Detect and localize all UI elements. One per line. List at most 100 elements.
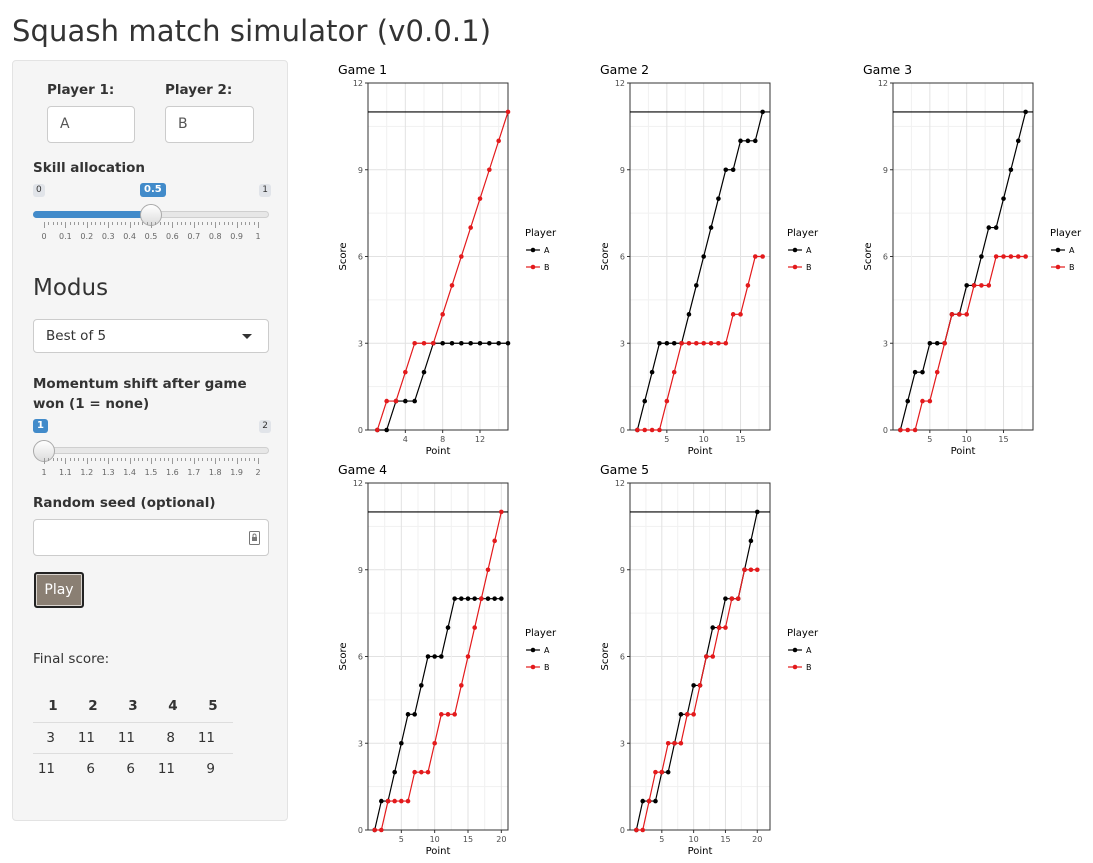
data-point-B xyxy=(986,283,992,288)
data-point-A xyxy=(752,138,758,144)
data-point-B xyxy=(934,369,940,375)
slider-tick xyxy=(253,222,255,225)
slider-tick xyxy=(82,222,84,225)
data-point-A xyxy=(496,340,501,346)
data-point-B xyxy=(459,254,464,259)
slider-tick xyxy=(245,458,247,461)
data-point-A xyxy=(440,340,445,346)
slider-tick-label: 0.6 xyxy=(166,232,179,241)
score-cell: 3 xyxy=(46,729,55,746)
slider-tick xyxy=(133,458,135,461)
slider-tick xyxy=(180,458,182,461)
data-point-B xyxy=(432,740,437,746)
data-point-B xyxy=(752,254,758,259)
slider-tick xyxy=(232,458,234,461)
data-point-A xyxy=(1001,196,1006,201)
data-point-A xyxy=(449,340,455,346)
slider-tick xyxy=(125,222,127,225)
slider-tick-label: 1 xyxy=(41,468,47,477)
slider-tick xyxy=(240,222,242,225)
slider-tick xyxy=(223,222,225,225)
data-point-A xyxy=(492,596,497,601)
data-point-B xyxy=(477,196,483,201)
data-point-B xyxy=(505,109,511,115)
seed-input[interactable] xyxy=(33,519,269,556)
y-tick-label: 6 xyxy=(620,253,625,262)
slider-tick xyxy=(155,222,157,225)
slider-tick xyxy=(112,458,114,461)
slider-tick-label: 1 xyxy=(255,232,261,241)
final-score-label: Final score: xyxy=(33,651,110,667)
x-tick-label: 5 xyxy=(399,835,404,844)
x-tick-label: 15 xyxy=(720,835,730,844)
slider-tick xyxy=(172,222,174,228)
slider-tick xyxy=(142,222,144,225)
y-tick-label: 3 xyxy=(358,739,363,748)
data-point-A xyxy=(392,769,397,775)
x-axis-label: Point xyxy=(426,446,451,457)
series-line-A xyxy=(636,111,764,431)
slider-tick-label: 1.8 xyxy=(208,468,222,477)
data-point-B xyxy=(653,769,658,775)
game-1-plot: Game 1 0 3 6 9 12 4 8 12 Point Score Player A B xyxy=(330,58,592,458)
momentum-track[interactable] xyxy=(33,447,269,454)
slider-tick xyxy=(202,222,204,225)
x-tick-label: 10 xyxy=(699,435,709,444)
x-tick-label: 5 xyxy=(927,435,932,444)
legend-entry: A xyxy=(544,646,550,655)
slider-tick xyxy=(206,222,208,225)
password-manager-icon[interactable] xyxy=(249,531,260,545)
data-point-B xyxy=(701,340,706,346)
slider-tick xyxy=(73,458,75,461)
data-point-A xyxy=(665,769,671,775)
data-point-B xyxy=(659,769,665,775)
player2-input[interactable]: B xyxy=(165,106,254,143)
data-point-B xyxy=(920,398,925,404)
play-button[interactable]: Play xyxy=(34,572,84,608)
slider-tick xyxy=(138,458,140,461)
data-point-B xyxy=(927,398,933,404)
data-point-B xyxy=(748,567,754,573)
data-point-A xyxy=(432,654,437,659)
slider-tick-label: 0.8 xyxy=(208,232,222,241)
slider-tick xyxy=(86,458,88,464)
slider-tick-label: 0.1 xyxy=(59,232,72,241)
y-axis-label: Score xyxy=(338,642,349,670)
skill-slider[interactable]: 0 1 0.5 0 0.1 0.2 0.3 0.4 0.5 0.6 0.7 0.8 0.9 1 xyxy=(33,183,271,244)
y-tick-label: 6 xyxy=(883,253,888,262)
slider-tick xyxy=(73,222,75,225)
y-tick-label: 9 xyxy=(620,566,625,575)
momentum-slider[interactable]: 1 2 1 1.1 1.2 1.3 1.4 1.5 1.6 1.7 1.8 1.9 2 xyxy=(33,419,271,480)
momentum-label: Momentum shift after game won (1 = none) xyxy=(33,376,247,412)
data-point-A xyxy=(912,369,918,375)
legend-entry: B xyxy=(806,663,812,672)
score-cell: 11 xyxy=(77,729,95,746)
data-point-B xyxy=(399,798,404,804)
slider-tick xyxy=(232,222,234,225)
data-point-B xyxy=(431,340,436,346)
slider-tick xyxy=(155,458,157,461)
momentum-max-label: 2 xyxy=(259,420,271,433)
modus-select[interactable]: Best of 5 xyxy=(33,319,269,353)
data-point-A xyxy=(708,225,714,230)
data-point-A xyxy=(642,398,648,404)
slider-tick xyxy=(146,222,148,225)
data-point-B xyxy=(468,225,473,230)
data-point-B xyxy=(640,827,646,833)
data-point-A xyxy=(964,283,969,288)
legend-entry: A xyxy=(1069,246,1075,255)
game-2-plot: Game 2 0 3 6 9 12 5 10 15 Point Score Player A B xyxy=(592,58,854,458)
slider-tick xyxy=(91,222,93,225)
data-point-B xyxy=(964,312,969,317)
data-point-B xyxy=(671,369,677,375)
data-point-A xyxy=(694,283,699,288)
modus-selected-value: Best of 5 xyxy=(46,328,107,344)
player1-input[interactable]: A xyxy=(47,106,135,143)
data-point-B xyxy=(979,283,984,288)
x-tick-label: 5 xyxy=(659,835,664,844)
slider-tick-label: 0.9 xyxy=(230,232,243,241)
seed-label: Random seed (optional) xyxy=(33,495,216,511)
y-tick-label: 6 xyxy=(620,653,625,662)
slider-tick xyxy=(48,458,50,461)
slider-tick-label: 0.4 xyxy=(123,232,136,241)
